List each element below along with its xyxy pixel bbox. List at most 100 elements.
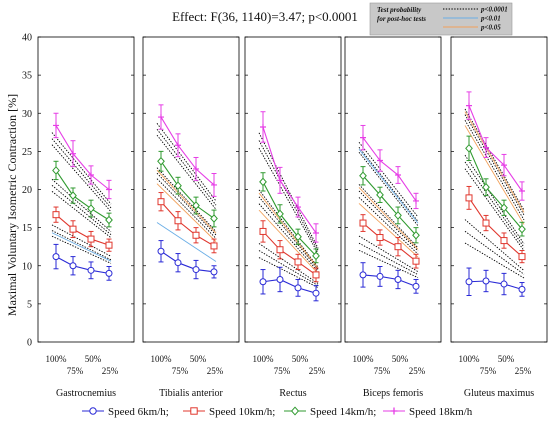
series-line — [55, 214, 110, 246]
posthoc-line-p0001 — [464, 168, 525, 251]
posthoc-line-p05 — [258, 209, 319, 274]
data-point — [501, 162, 507, 169]
series — [359, 262, 420, 294]
series — [157, 240, 218, 280]
series-line — [362, 137, 417, 202]
data-point — [518, 253, 526, 261]
legend-entry: Speed 6km/h; — [82, 406, 169, 418]
data-point — [312, 289, 320, 297]
posthoc-line-p0001 — [156, 134, 217, 210]
posthoc-legend-frame — [369, 2, 513, 36]
data-point — [500, 280, 508, 288]
posthoc-line-p0001 — [358, 190, 419, 252]
data-point — [157, 198, 165, 206]
data-point — [210, 242, 218, 250]
legend-marker — [390, 407, 398, 415]
series-line — [362, 175, 417, 236]
posthoc-line-p0001 — [358, 141, 419, 218]
posthoc-line-p0001 — [258, 203, 319, 272]
series — [259, 266, 320, 302]
x-tick-label: 75% — [67, 366, 84, 376]
panel-frame — [244, 36, 342, 343]
series — [465, 267, 526, 297]
posthoc-line-p0001 — [464, 161, 525, 248]
data-point — [276, 246, 284, 254]
posthoc-line-p0001 — [156, 128, 217, 206]
posthoc-line-p0001 — [358, 184, 419, 249]
data-point — [69, 191, 77, 200]
posthoc-line-p0001 — [464, 242, 525, 279]
chart-title: Effect: F(36, 1140)=3.47; p<0.0001 — [172, 9, 358, 24]
legend-marker — [89, 407, 97, 415]
data-point — [359, 219, 367, 227]
panel: 100% 75%50%25% Gastrocnemius — [37, 36, 135, 399]
y-axis-ticks: 0 5 10 15 20 25 30 35 40 — [22, 33, 32, 349]
data-point — [518, 224, 526, 234]
x-tick-label: 75% — [374, 366, 391, 376]
data-point — [87, 235, 95, 243]
series — [52, 206, 113, 252]
x-tick-label: 75% — [274, 366, 291, 376]
x-tick-label: 25% — [409, 366, 426, 376]
data-point — [412, 282, 420, 290]
data-point — [482, 277, 490, 285]
data-point — [157, 247, 165, 255]
series — [259, 220, 320, 283]
posthoc-line-p0001 — [156, 123, 217, 202]
posthoc-line-p05 — [258, 192, 319, 269]
data-point — [519, 188, 525, 195]
posthoc-line-p0001 — [51, 138, 112, 209]
data-point — [395, 172, 401, 179]
series — [52, 160, 113, 228]
data-point — [276, 275, 284, 283]
data-point — [53, 122, 59, 129]
data-point — [412, 230, 420, 240]
series-line — [262, 126, 317, 234]
data-point — [360, 134, 366, 141]
data-point — [105, 241, 113, 249]
series — [360, 124, 419, 210]
posthoc-line-p05 — [464, 125, 525, 225]
legend-entry: Speed 18km/h — [383, 406, 473, 418]
series — [53, 112, 112, 200]
posthoc-line-p05 — [358, 187, 419, 250]
data-point — [210, 268, 218, 276]
x-tick-label: 50% — [85, 354, 102, 364]
series-line — [468, 280, 523, 290]
series-line — [55, 125, 110, 190]
data-point — [69, 225, 77, 233]
panel-frame — [37, 36, 135, 343]
data-point — [394, 275, 402, 283]
data-point — [413, 197, 419, 204]
data-point — [465, 194, 473, 202]
series — [157, 150, 218, 228]
data-point — [377, 157, 383, 164]
posthoc-line-p0001 — [258, 189, 319, 268]
series-line — [160, 160, 215, 219]
legend-entry: Speed 14km/h; — [284, 406, 376, 418]
muscle-name: Biceps femoris — [363, 388, 423, 399]
data-point — [157, 156, 165, 166]
legend-entry: Speed 10km/h; — [183, 406, 275, 418]
legend-label: Speed 10km/h; — [209, 406, 275, 418]
series-line — [468, 148, 523, 230]
x-tick-label: 25% — [207, 366, 224, 376]
posthoc-line-p0001 — [258, 250, 319, 286]
data-point — [259, 278, 267, 286]
posthoc-line-p0001 — [51, 230, 112, 261]
posthoc-line-p0001 — [358, 197, 419, 255]
data-point — [260, 123, 266, 130]
data-point — [295, 204, 301, 211]
data-point — [52, 166, 60, 175]
data-point — [87, 266, 95, 274]
panel: 100% 75%50%25% Rectus — [244, 36, 342, 399]
posthoc-line-p0001 — [358, 152, 419, 227]
posthoc-line-p0001 — [156, 167, 217, 232]
data-point — [412, 257, 420, 265]
series-line — [362, 222, 417, 262]
data-point — [313, 229, 319, 236]
data-point — [174, 217, 182, 225]
series — [359, 166, 420, 244]
data-point — [106, 186, 112, 193]
data-point — [500, 203, 508, 213]
